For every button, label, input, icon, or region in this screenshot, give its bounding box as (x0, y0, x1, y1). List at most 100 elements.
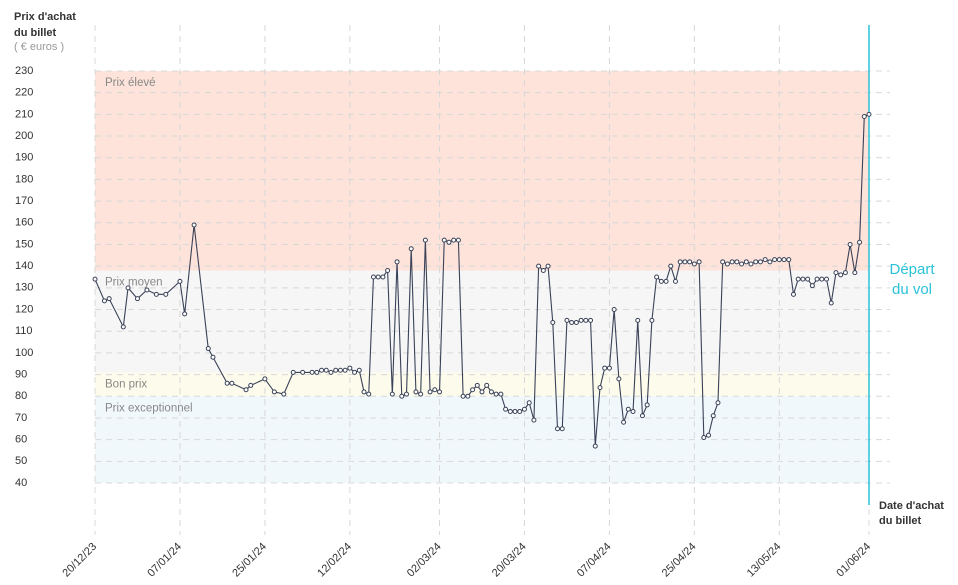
price-point (446, 239, 452, 245)
y-tick-label: 190 (15, 152, 33, 164)
departure-label: du vol (892, 281, 932, 298)
price-point (852, 270, 858, 276)
price-point (616, 376, 622, 382)
price-point (262, 376, 268, 382)
price-point (715, 400, 721, 406)
price-point (682, 259, 688, 265)
y-tick-label: 90 (15, 368, 27, 380)
price-point (531, 417, 537, 423)
price-point (635, 317, 641, 323)
y-tick-label: 110 (15, 325, 33, 337)
y-tick-label: 200 (15, 130, 33, 142)
price-point (432, 387, 438, 393)
price-point (455, 237, 461, 243)
price-point (465, 393, 471, 399)
price-point (441, 237, 447, 243)
price-point (521, 406, 527, 412)
x-tick-label: 01/06/24 (834, 541, 873, 580)
price-point (134, 296, 140, 302)
price-point (606, 365, 612, 371)
price-point (385, 267, 391, 273)
price-point (724, 261, 730, 267)
price-point (488, 389, 494, 395)
x-title: Date d'achat (879, 500, 944, 512)
price-point (484, 382, 490, 388)
price-point (182, 311, 188, 317)
price-point (706, 432, 712, 438)
y-tick-label: 70 (15, 412, 27, 424)
y-tick-label: 150 (15, 238, 33, 250)
price-point (743, 259, 749, 265)
price-point (120, 324, 126, 330)
price-point (658, 278, 664, 284)
price-point (290, 369, 296, 375)
price-point (498, 391, 504, 397)
price-point (507, 408, 513, 414)
price-point (408, 246, 414, 252)
band (95, 372, 869, 397)
price-point (342, 367, 348, 373)
price-point (418, 391, 424, 397)
y-tick-label: 50 (15, 455, 27, 467)
price-point (786, 257, 792, 263)
price-point (281, 391, 287, 397)
price-point (545, 263, 551, 269)
y-title: du billet (14, 27, 57, 39)
y-tick-label: 140 (15, 260, 33, 272)
price-point (573, 320, 579, 326)
price-point (625, 406, 631, 412)
price-point (479, 389, 485, 395)
price-point (691, 261, 697, 267)
departure-label: Départ (889, 261, 935, 278)
price-point (243, 387, 249, 393)
price-point (314, 369, 320, 375)
price-point (474, 382, 480, 388)
price-point (602, 365, 608, 371)
price-point (857, 239, 863, 245)
price-point (144, 287, 150, 293)
price-point (177, 278, 183, 284)
band-label: Bon prix (105, 378, 147, 390)
price-point (366, 391, 372, 397)
price-point (536, 263, 542, 269)
price-point (842, 270, 848, 276)
price-point (422, 237, 428, 243)
price-point (352, 369, 358, 375)
price-point (729, 259, 735, 265)
price-point (309, 369, 315, 375)
price-point (106, 296, 112, 302)
y-tick-label: 130 (15, 282, 33, 294)
price-point (403, 391, 409, 397)
price-point (767, 259, 773, 265)
price-point (319, 367, 325, 373)
price-point (375, 274, 381, 280)
price-point (361, 389, 367, 395)
price-point (427, 389, 433, 395)
price-point (564, 317, 570, 323)
price-point (819, 276, 825, 282)
price-point (399, 393, 405, 399)
price-point (125, 285, 131, 291)
price-point (772, 257, 778, 263)
price-point (734, 259, 740, 265)
x-tick-label: 20/03/24 (490, 541, 529, 580)
y-tick-label: 40 (15, 477, 27, 489)
price-point (583, 317, 589, 323)
price-point (814, 276, 820, 282)
x-tick-label: 20/12/23 (60, 541, 99, 580)
x-tick-label: 12/02/24 (315, 541, 354, 580)
band (95, 71, 869, 271)
price-point (663, 278, 669, 284)
price-point (328, 369, 334, 375)
price-point (748, 261, 754, 267)
price-point (809, 283, 815, 289)
price-point (639, 413, 645, 419)
price-point (153, 291, 159, 297)
price-point (550, 320, 556, 326)
price-point (323, 367, 329, 373)
price-point (210, 354, 216, 360)
price-point (592, 443, 598, 449)
price-point (654, 274, 660, 280)
price-point (503, 406, 509, 412)
